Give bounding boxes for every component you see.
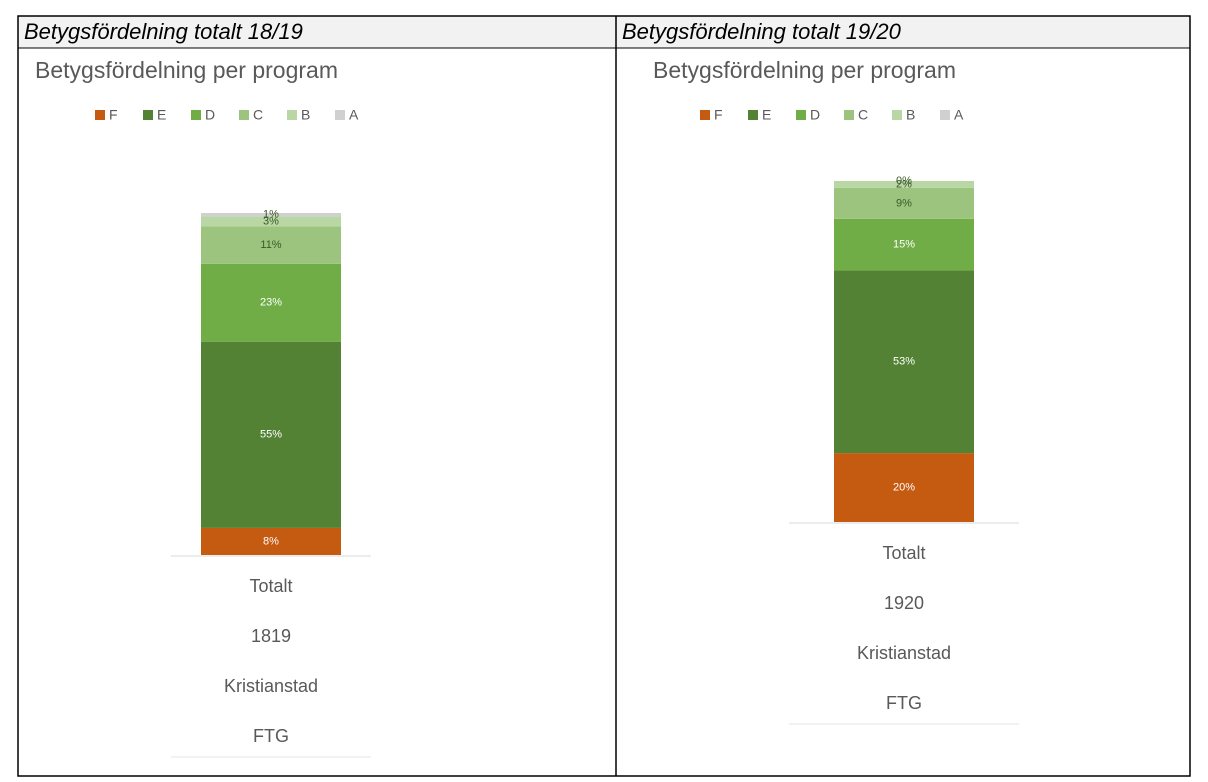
- bar-segment: [201, 216, 341, 227]
- legend-label: F: [714, 107, 723, 123]
- data-label: 55%: [260, 429, 282, 441]
- legend-swatch: [748, 110, 758, 120]
- data-label: 1%: [263, 209, 279, 221]
- legend-label: A: [349, 107, 359, 123]
- data-label: 53%: [893, 356, 915, 368]
- legend-label: E: [157, 107, 166, 123]
- legend-swatch: [892, 110, 902, 120]
- data-label: 15%: [893, 239, 915, 251]
- legend-swatch: [844, 110, 854, 120]
- legend-swatch: [940, 110, 950, 120]
- table-border: [17, 15, 1191, 777]
- bar-segment: [834, 453, 974, 522]
- legend-label: F: [109, 107, 118, 123]
- data-label: 11%: [260, 239, 281, 251]
- bar-segment: [201, 527, 341, 555]
- bar-segment: [201, 213, 341, 217]
- legend-label: D: [205, 107, 215, 123]
- legend-swatch: [335, 110, 345, 120]
- data-label: 2%: [896, 178, 912, 190]
- legend-label: C: [253, 107, 263, 123]
- data-label: 8%: [263, 535, 279, 547]
- bar-segment: [201, 263, 341, 342]
- chart-title: Betygsfördelning per program: [653, 57, 956, 83]
- legend-label: B: [906, 107, 915, 123]
- legend-swatch: [191, 110, 201, 120]
- category-label: Totalt: [882, 543, 925, 563]
- category-label: Kristianstad: [224, 676, 318, 696]
- bar-segment: [834, 270, 974, 454]
- bar-segment: [201, 226, 341, 264]
- bar-segment: [834, 187, 974, 219]
- data-label: 0%: [896, 175, 912, 187]
- data-label: 20%: [893, 481, 915, 493]
- bar-segment: [834, 181, 974, 188]
- legend-label: E: [762, 107, 771, 123]
- bar-segment: [834, 218, 974, 271]
- category-label: Totalt: [249, 576, 292, 596]
- legend-swatch: [143, 110, 153, 120]
- cell-header: Betygsfördelning totalt 18/19: [24, 19, 303, 44]
- category-label: Kristianstad: [857, 643, 951, 663]
- category-label: 1819: [251, 626, 291, 646]
- cell-header: Betygsfördelning totalt 19/20: [622, 19, 902, 44]
- legend-swatch: [796, 110, 806, 120]
- legend-swatch: [287, 110, 297, 120]
- category-label: 1920: [884, 593, 924, 613]
- legend-swatch: [700, 110, 710, 120]
- legend-label: A: [954, 107, 964, 123]
- legend-label: D: [810, 107, 820, 123]
- legend-label: B: [301, 107, 310, 123]
- legend-swatch: [239, 110, 249, 120]
- bar-segment: [201, 341, 341, 528]
- data-label: 23%: [260, 297, 282, 309]
- category-label: FTG: [886, 693, 922, 713]
- header-row: [18, 16, 1190, 48]
- data-label: 9%: [896, 197, 912, 209]
- legend-label: C: [858, 107, 868, 123]
- chart-title: Betygsfördelning per program: [35, 57, 338, 83]
- data-label: 3%: [263, 215, 279, 227]
- category-label: FTG: [253, 726, 289, 746]
- legend-swatch: [95, 110, 105, 120]
